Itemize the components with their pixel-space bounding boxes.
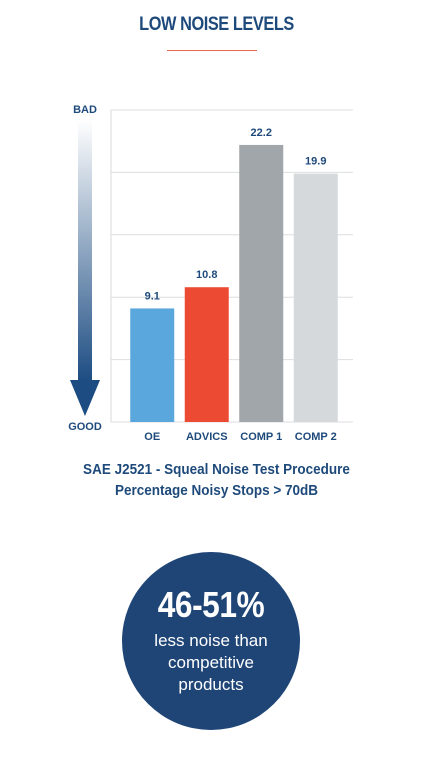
- x-tick-label: ADVICS: [186, 431, 228, 443]
- x-tick-label: OE: [144, 431, 160, 443]
- page-title: LOW NOISE LEVELS: [139, 14, 294, 35]
- callout-text-line-2: competitive: [168, 653, 254, 672]
- bar-value-label: 9.1: [145, 290, 160, 302]
- scale-bad-label: BAD: [73, 104, 97, 116]
- title-underline: [167, 50, 257, 51]
- callout-text-line-1: less noise than: [154, 631, 268, 650]
- x-tick-label: COMP 1: [240, 431, 282, 443]
- chart-x-tick-labels: OE ADVICS COMP 1 COMP 2: [144, 431, 336, 443]
- bar-value-label: 10.8: [196, 269, 217, 281]
- chart-value-labels: 9.1 10.8 22.2 19.9: [145, 127, 327, 302]
- bar-value-label: 19.9: [305, 156, 326, 168]
- bar-comp-1: [239, 144, 284, 422]
- bar-value-label: 22.2: [251, 127, 272, 139]
- chart-bars: [130, 144, 338, 422]
- bar-comp-2: [293, 173, 338, 422]
- scale-good-label: GOOD: [68, 421, 102, 433]
- callout-text-line-3: products: [178, 675, 244, 694]
- chart-title-line-1: SAE J2521 - Squeal Noise Test Procedure: [83, 461, 350, 478]
- callout-value: 46-51%: [157, 584, 265, 625]
- bar-chart: BAD GOOD 9.1 10.8 22.2 19.9 OE ADVICS COMP 1 C…: [68, 104, 353, 443]
- chart-title-line-2: Percentage Noisy Stops > 70dB: [115, 482, 318, 499]
- result-callout-circle: 46-51% less noise than competitive produ…: [122, 552, 300, 730]
- bad-good-arrow-icon: [70, 120, 100, 416]
- bar-advics: [184, 287, 229, 422]
- bar-oe: [130, 308, 175, 422]
- x-tick-label: COMP 2: [295, 431, 337, 443]
